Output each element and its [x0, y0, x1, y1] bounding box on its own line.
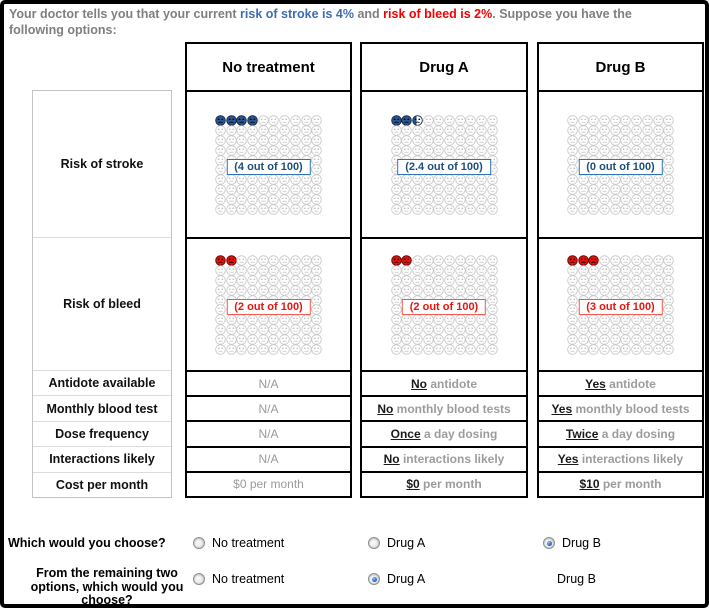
- dose-frequency-value: N/A: [187, 420, 350, 445]
- antidote-value: Yes antidote: [539, 370, 702, 395]
- row-label-cost: Cost per month: [33, 471, 171, 497]
- row-label-interactions: Interactions likely: [33, 446, 171, 471]
- radio-button[interactable]: [543, 537, 555, 549]
- column-header-drug-a: Drug A: [419, 58, 469, 76]
- stroke-count-label: (2.4 out of 100): [397, 159, 491, 176]
- option-label: Drug A: [387, 572, 426, 586]
- bleed-icon-array: [215, 255, 322, 355]
- stroke-cell-no-treatment: (4 out of 100): [187, 90, 350, 237]
- option-label: No treatment: [212, 572, 285, 586]
- bleed-cell-drug-a: (2 out of 100): [362, 237, 526, 370]
- option-label: Drug A: [387, 536, 426, 550]
- radio-button[interactable]: [193, 537, 205, 549]
- bleed-count-label: (2 out of 100): [226, 299, 311, 316]
- row-label-risk-of-bleed: Risk of bleed: [33, 237, 171, 370]
- q2-option-drug-b: Drug B: [538, 572, 596, 586]
- row-label-antidote: Antidote available: [33, 370, 171, 395]
- bleed-cell-no-treatment: (2 out of 100): [187, 237, 350, 370]
- interactions-value: N/A: [187, 445, 350, 471]
- column-no-treatment: No treatment (4 out of 100) (2 out of 10…: [185, 42, 352, 498]
- interactions-value: Yes interactions likely: [539, 445, 702, 471]
- antidote-value: No antidote: [362, 370, 526, 395]
- option-label: Drug B: [557, 572, 596, 586]
- blood-test-value: N/A: [187, 395, 350, 420]
- stroke-icon-array: [390, 115, 498, 215]
- q1-option-drug-a[interactable]: Drug A: [368, 536, 425, 550]
- interactions-value: No interactions likely: [362, 445, 526, 471]
- row-label-risk-of-stroke: Risk of stroke: [60, 157, 144, 171]
- row-label-column: Risk of stroke Risk of bleed Antidote av…: [32, 90, 172, 498]
- dose-frequency-value: Twice a day dosing: [539, 420, 702, 445]
- dose-frequency-value: Once a day dosing: [362, 420, 526, 445]
- bleed-cell-drug-b: (3 out of 100): [539, 237, 702, 370]
- cost-value: $10 per month: [539, 470, 702, 496]
- row-label-dose-frequency: Dose frequency: [33, 420, 171, 446]
- option-label: Drug B: [562, 536, 601, 550]
- intro-post: . Suppose you have the following options…: [9, 7, 632, 37]
- intro-pre: Your doctor tells you that your current: [9, 7, 241, 21]
- option-label: No treatment: [212, 536, 285, 550]
- column-drug-a: Drug A (2.4 out of 100) (2 out of 100) N…: [360, 42, 528, 498]
- radio-button[interactable]: [193, 573, 205, 585]
- bleed-count-label: (2 out of 100): [401, 299, 487, 316]
- stroke-count-label: (4 out of 100): [226, 159, 311, 176]
- column-drug-b: Drug B (0 out of 100) (3 out of 100) Yes…: [537, 42, 704, 498]
- q1-option-no-treatment[interactable]: No treatment: [193, 536, 284, 550]
- column-header-drug-b: Drug B: [595, 58, 646, 76]
- row-label-blood-test: Monthly blood test: [33, 395, 171, 420]
- question-2-label: From the remaining two options, which wo…: [30, 566, 184, 607]
- intro-text: Your doctor tells you that your current …: [9, 6, 681, 38]
- stroke-cell-drug-a: (2.4 out of 100): [362, 90, 526, 237]
- bleed-count-label: (3 out of 100): [578, 299, 663, 316]
- radio-button[interactable]: [368, 573, 380, 585]
- q2-option-no-treatment[interactable]: No treatment: [193, 572, 284, 586]
- antidote-value: N/A: [187, 370, 350, 395]
- q2-option-drug-a[interactable]: Drug A: [368, 572, 425, 586]
- stroke-icon-array: [567, 115, 674, 215]
- bleed-risk-text: risk of bleed is 2%: [383, 7, 493, 21]
- blood-test-value: No monthly blood tests: [362, 395, 526, 420]
- intro-mid: and: [354, 7, 384, 21]
- radio-button[interactable]: [368, 537, 380, 549]
- q1-option-drug-b[interactable]: Drug B: [543, 536, 601, 550]
- question-1-label: Which would you choose?: [8, 536, 166, 550]
- column-header-no-treatment: No treatment: [222, 58, 315, 76]
- cost-value: $0 per month: [187, 470, 350, 496]
- stroke-risk-text: risk of stroke is 4%: [240, 7, 354, 21]
- stroke-cell-drug-b: (0 out of 100): [539, 90, 702, 237]
- cost-value: $0 per month: [362, 470, 526, 496]
- blood-test-value: Yes monthly blood tests: [539, 395, 702, 420]
- stroke-count-label: (0 out of 100): [578, 159, 663, 176]
